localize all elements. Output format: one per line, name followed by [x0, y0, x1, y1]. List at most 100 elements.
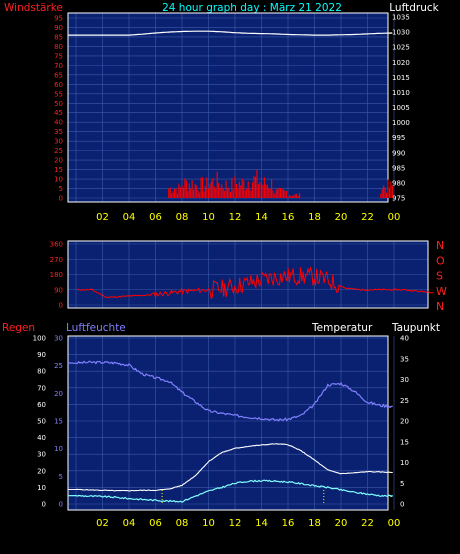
humidity-tick-label: 15 [54, 418, 63, 426]
compass-label: O [436, 254, 445, 267]
rain-tick-label: 0 [42, 501, 46, 509]
wind-tick-label: 50 [54, 100, 63, 108]
x-tick-label: 04 [123, 212, 136, 223]
wind-tick-label: 60 [54, 81, 63, 89]
x-tick-label: 16 [282, 518, 295, 529]
temperature-tick-label: 30 [400, 376, 409, 384]
rain-tick-label: 90 [37, 351, 46, 359]
compass-label: N [436, 300, 444, 313]
panel1-x-ticks: 02 04 06 08 10 12 14 16 18 20 22 00 [96, 212, 400, 223]
humidity-tick-label: 25 [54, 362, 63, 370]
pressure-tick-label: 975 [392, 195, 405, 203]
rain-tick-label: 80 [37, 368, 46, 376]
pressure-tick-label: 1000 [392, 119, 410, 127]
compass-label: N [436, 239, 444, 252]
pressure-tick-label: 990 [392, 149, 405, 157]
temp-humidity-plot-area [68, 336, 388, 510]
panel3-x-ticks: 02 04 06 08 10 12 14 16 18 20 22 00 [96, 518, 400, 529]
rain-tick-label: 20 [37, 467, 46, 475]
temperature-tick-label: 15 [400, 438, 409, 446]
pressure-tick-label: 1015 [392, 74, 410, 82]
wind-tick-label: 45 [54, 109, 63, 117]
pressure-tick-label: 1030 [392, 29, 410, 37]
x-tick-label: 08 [176, 518, 189, 529]
temperatur-label: Temperatur [311, 322, 373, 334]
panel1-axes: 0510152025303540455055606570758085909597… [54, 12, 410, 203]
x-tick-label: 12 [229, 518, 242, 529]
x-tick-label: 22 [361, 212, 374, 223]
panel1-grid [68, 13, 395, 202]
x-tick-label: 00 [388, 212, 401, 223]
graph-title: 24 hour graph day : März 21 2022 [162, 2, 342, 14]
compass-label: W [436, 285, 447, 298]
wind-tick-label: 15 [54, 166, 63, 174]
direction-tick-label: 180 [50, 271, 63, 279]
pressure-tick-label: 1010 [392, 89, 410, 97]
x-tick-label: 18 [308, 212, 321, 223]
pressure-tick-label: 1005 [392, 104, 410, 112]
rain-tick-label: 100 [33, 335, 46, 343]
wind-bars [168, 169, 393, 198]
x-tick-label: 02 [96, 518, 109, 529]
wind-pressure-panel: 0510152025303540455055606570758085909597… [54, 12, 410, 223]
temperature-tick-label: 35 [400, 355, 409, 363]
x-tick-label: 20 [335, 212, 348, 223]
temperature-line [68, 443, 393, 492]
temperature-tick-label: 40 [400, 335, 409, 343]
rain-tick-label: 10 [37, 484, 46, 492]
pressure-tick-label: 985 [392, 164, 405, 172]
pressure-tick-label: 1020 [392, 59, 410, 67]
wind-tick-label: 70 [54, 62, 63, 70]
direction-tick-label: 0 [59, 302, 63, 310]
x-tick-label: 06 [149, 518, 162, 529]
wind-tick-label: 35 [54, 128, 63, 136]
humidity-tick-label: 10 [54, 445, 63, 453]
wind-tick-label: 80 [54, 43, 63, 51]
pressure-tick-label: 995 [392, 134, 405, 142]
panel2-grid [68, 241, 428, 308]
temperature-tick-label: 5 [400, 480, 404, 488]
panel3-frame [67, 335, 389, 511]
luftfeuchte-label: Luftfeuchte [66, 322, 126, 334]
x-tick-label: 04 [123, 518, 136, 529]
temperature-tick-label: 0 [400, 501, 404, 509]
wind-tick-label: 90 [54, 24, 63, 32]
direction-tick-label: 360 [50, 241, 63, 249]
temperature-tick-label: 25 [400, 397, 409, 405]
compass-label: S [436, 270, 443, 283]
pressure-line [68, 30, 393, 36]
wind-tick-label: 0 [59, 195, 63, 203]
x-tick-label: 00 [388, 518, 401, 529]
rain-tick-label: 70 [37, 384, 46, 392]
direction-tick-label: 270 [50, 256, 63, 264]
x-tick-label: 08 [176, 212, 189, 223]
wind-tick-label: 95 [54, 15, 63, 23]
x-tick-label: 14 [255, 212, 268, 223]
panel3-axes: 0 10 20 30 40 50 60 70 80 90 100 0 5 10 15 20 25 30 0 5 10 15… [33, 335, 409, 511]
wind-tick-label: 75 [54, 52, 63, 60]
wind-tick-label: 10 [54, 176, 63, 184]
wind-tick-label: 20 [54, 157, 63, 165]
x-tick-label: 02 [96, 212, 109, 223]
temperature-tick-label: 20 [400, 418, 409, 426]
wind-tick-label: 55 [54, 90, 63, 98]
windstaerke-label: Windstärke [4, 2, 63, 14]
x-tick-label: 16 [282, 212, 295, 223]
x-tick-label: 14 [255, 518, 268, 529]
luftdruck-label: Luftdruck [389, 2, 439, 14]
humidity-tick-label: 20 [54, 390, 63, 398]
rain-markers [161, 490, 325, 504]
x-tick-label: 10 [202, 518, 215, 529]
pressure-tick-label: 1025 [392, 44, 410, 52]
rain-tick-label: 60 [37, 401, 46, 409]
rain-tick-label: 40 [37, 434, 46, 442]
temperature-tick-label: 10 [400, 459, 409, 467]
taupunkt-label: Taupunkt [391, 322, 440, 334]
dewpoint-line [67, 479, 393, 503]
panel2-frame [67, 240, 429, 309]
temp-humidity-panel: 0102030405060708090100051015202530051015… [33, 335, 409, 530]
x-tick-label: 10 [202, 212, 215, 223]
humidity-line [67, 360, 393, 422]
